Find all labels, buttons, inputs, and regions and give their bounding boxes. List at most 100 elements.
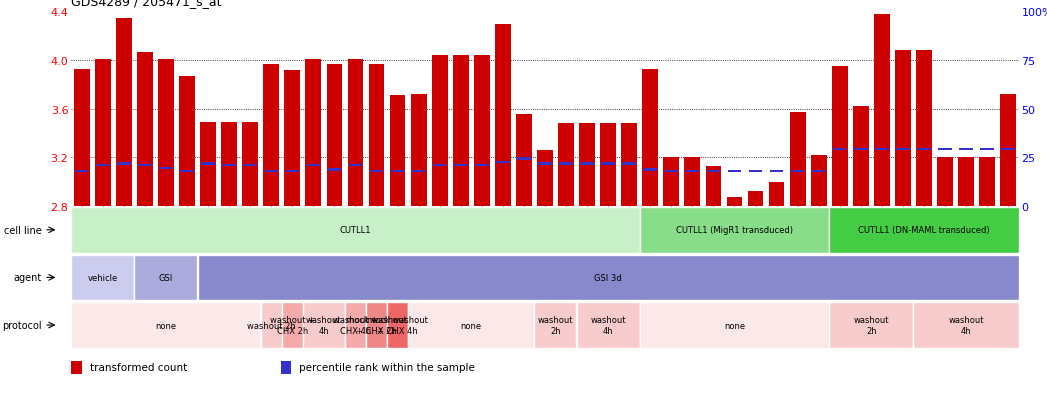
Text: washout 2h: washout 2h <box>247 321 295 330</box>
Bar <box>980 148 994 151</box>
Bar <box>389 96 405 206</box>
Bar <box>644 169 656 171</box>
Bar <box>281 361 291 374</box>
Text: washout
2h: washout 2h <box>853 316 889 335</box>
Bar <box>180 170 194 172</box>
Bar <box>285 71 300 206</box>
Bar <box>916 51 932 206</box>
Bar <box>913 302 1019 348</box>
Bar <box>537 151 553 206</box>
Bar <box>706 166 721 206</box>
Text: GSI: GSI <box>159 273 173 282</box>
Bar <box>959 148 973 151</box>
Bar <box>303 302 344 348</box>
Bar <box>640 207 829 253</box>
Text: none: none <box>723 321 745 330</box>
Bar <box>829 302 913 348</box>
Bar <box>1002 148 1015 151</box>
Bar <box>159 168 173 170</box>
Bar <box>538 163 552 165</box>
Bar <box>516 114 532 206</box>
Text: CUTLL1 (DN-MAML transduced): CUTLL1 (DN-MAML transduced) <box>859 226 989 235</box>
Bar <box>875 148 889 151</box>
Bar <box>768 182 784 206</box>
Bar <box>433 164 446 166</box>
Text: washout
4h: washout 4h <box>591 316 626 335</box>
Bar <box>640 302 829 348</box>
Bar <box>558 124 574 206</box>
Bar <box>71 302 261 348</box>
Bar <box>748 192 763 206</box>
Bar <box>387 302 408 348</box>
Bar <box>366 302 386 348</box>
Text: washout +
CHX 2h: washout + CHX 2h <box>270 316 315 335</box>
Bar <box>198 255 1019 301</box>
Bar <box>265 170 277 172</box>
Bar <box>958 158 974 206</box>
Bar <box>600 124 616 206</box>
Bar <box>116 19 132 207</box>
Bar <box>685 158 700 206</box>
Bar <box>707 170 720 172</box>
Bar <box>71 207 640 253</box>
Bar <box>408 302 534 348</box>
Bar <box>242 123 258 206</box>
Bar <box>832 67 848 206</box>
Bar <box>938 148 952 151</box>
Bar <box>686 170 699 172</box>
Text: none: none <box>461 321 482 330</box>
Bar <box>790 170 804 172</box>
Bar <box>391 170 404 172</box>
Bar <box>749 170 762 172</box>
Text: mock washout
+ CHX 4h: mock washout + CHX 4h <box>367 316 428 335</box>
Bar <box>534 302 576 348</box>
Text: washout +
CHX 4h: washout + CHX 4h <box>333 316 378 335</box>
Bar <box>369 64 384 206</box>
Bar <box>664 158 680 206</box>
Text: agent: agent <box>13 273 41 283</box>
Text: transformed count: transformed count <box>90 363 187 373</box>
Bar <box>138 164 152 166</box>
Bar <box>134 255 197 301</box>
Text: cell line: cell line <box>3 225 41 235</box>
Bar <box>917 148 931 151</box>
Bar <box>727 198 742 206</box>
Bar <box>286 170 299 172</box>
Bar <box>895 51 911 206</box>
Bar <box>431 56 447 206</box>
Text: washout
2h: washout 2h <box>538 316 574 335</box>
Text: GDS4289 / 205471_s_at: GDS4289 / 205471_s_at <box>71 0 222 8</box>
Text: GSI 3d: GSI 3d <box>595 273 622 282</box>
Bar <box>261 302 282 348</box>
Bar <box>349 164 362 166</box>
Bar <box>475 164 489 166</box>
Bar <box>496 162 510 164</box>
Bar <box>517 158 531 160</box>
Bar <box>282 302 303 348</box>
Text: protocol: protocol <box>2 320 41 330</box>
Bar <box>770 170 783 172</box>
Bar <box>222 164 236 166</box>
Bar <box>328 169 341 171</box>
Bar <box>137 52 153 206</box>
Bar <box>854 148 868 151</box>
Bar <box>307 164 320 166</box>
Bar <box>95 60 111 206</box>
Bar <box>264 64 280 206</box>
Text: washout
4h: washout 4h <box>949 316 984 335</box>
Bar <box>221 123 237 206</box>
Bar <box>580 163 594 165</box>
Bar <box>410 95 426 206</box>
Bar <box>623 163 636 165</box>
Bar <box>601 163 615 165</box>
Bar <box>979 158 995 206</box>
Bar <box>810 156 826 206</box>
Text: CUTLL1: CUTLL1 <box>339 226 372 235</box>
Bar <box>200 123 216 206</box>
Text: mock washout
+ CHX 2h: mock washout + CHX 2h <box>347 316 407 335</box>
Text: percentile rank within the sample: percentile rank within the sample <box>299 363 475 373</box>
Text: washout
4h: washout 4h <box>306 316 341 335</box>
Bar <box>812 170 825 172</box>
Bar <box>411 170 425 172</box>
Bar <box>74 69 90 206</box>
